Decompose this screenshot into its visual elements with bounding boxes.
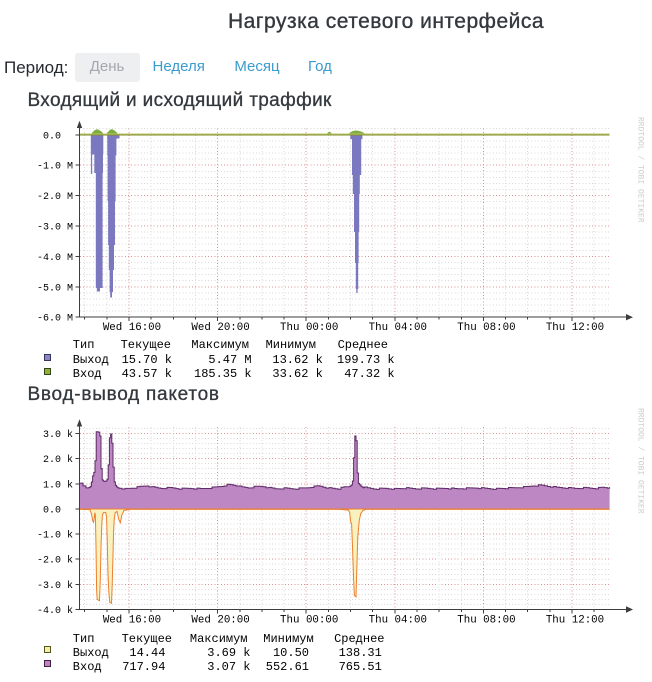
svg-text:2.0: 2.0 [43,455,61,466]
svg-text:Thu 00:00: Thu 00:00 [280,322,338,334]
svg-text:RRDTOOL / TOBI OETIKER: RRDTOOL / TOBI OETIKER [636,117,645,223]
svg-text:M: M [67,223,73,234]
svg-text:k: k [67,454,73,466]
svg-text:k: k [67,530,73,542]
svg-text:M: M [67,162,73,173]
svg-text:M: M [67,253,73,264]
svg-text:Thu 00:00: Thu 00:00 [280,614,338,626]
svg-text:k: k [67,429,73,441]
svg-text:Wed 20:00: Wed 20:00 [191,322,249,334]
svg-text:M: M [67,283,73,294]
svg-text:-4.0: -4.0 [37,606,61,617]
svg-text:Thu 04:00: Thu 04:00 [369,322,427,334]
svg-text:-3.0: -3.0 [37,581,61,592]
svg-text:0.0: 0.0 [43,505,61,516]
svg-text:1.0: 1.0 [43,480,61,491]
svg-text:Thu 04:00: Thu 04:00 [369,614,427,626]
svg-text:Wed 16:00: Wed 16:00 [103,614,161,626]
svg-text:k: k [67,555,73,567]
svg-text:k: k [67,479,73,491]
svg-text:Wed 20:00: Wed 20:00 [191,614,249,626]
svg-text:3.0: 3.0 [43,430,61,441]
svg-text:-3.0: -3.0 [37,223,61,234]
svg-text:-5.0: -5.0 [37,283,61,294]
svg-text:k: k [67,580,73,592]
svg-text:-6.0: -6.0 [37,314,61,325]
svg-text:Thu 12:00: Thu 12:00 [546,614,604,626]
svg-text:Wed 16:00: Wed 16:00 [103,322,161,334]
svg-text:RRDTOOL / TOBI OETIKER: RRDTOOL / TOBI OETIKER [636,408,645,514]
svg-text:0.0: 0.0 [43,131,61,142]
svg-text:Thu 08:00: Thu 08:00 [457,322,515,334]
svg-text:-2.0: -2.0 [37,556,61,567]
svg-text:k: k [67,605,73,617]
svg-text:Thu 12:00: Thu 12:00 [546,322,604,334]
svg-text:Thu 08:00: Thu 08:00 [457,614,515,626]
svg-text:-2.0: -2.0 [37,192,61,203]
svg-text:-1.0: -1.0 [37,531,61,542]
svg-text:M: M [67,314,73,325]
svg-text:M: M [67,192,73,203]
svg-text:-4.0: -4.0 [37,253,61,264]
svg-text:-1.0: -1.0 [37,162,61,173]
